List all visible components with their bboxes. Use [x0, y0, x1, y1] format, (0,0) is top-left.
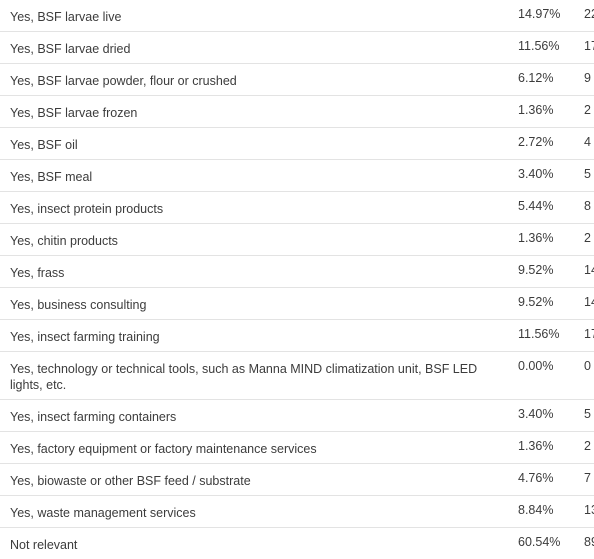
table-row: Yes, insect protein products 5.44% 8 — [0, 192, 594, 224]
answer-label: Yes, BSF larvae live — [0, 0, 510, 32]
answer-label: Yes, BSF larvae dried — [0, 32, 510, 64]
answer-count: 8 — [584, 192, 594, 224]
answer-count: 2 — [584, 432, 594, 464]
answer-count: 22 — [584, 0, 594, 32]
table-row: Yes, BSF meal 3.40% 5 — [0, 160, 594, 192]
answer-percent: 1.36% — [510, 432, 584, 464]
table-row: Yes, insect farming containers 3.40% 5 — [0, 400, 594, 432]
table-row: Yes, BSF oil 2.72% 4 — [0, 128, 594, 160]
table-row: Yes, factory equipment or factory mainte… — [0, 432, 594, 464]
answer-percent: 3.40% — [510, 400, 584, 432]
table-row: Not relevant 60.54% 89 — [0, 528, 594, 559]
answer-count: 9 — [584, 64, 594, 96]
table-row: Yes, BSF larvae frozen 1.36% 2 — [0, 96, 594, 128]
answer-percent: 1.36% — [510, 224, 584, 256]
answer-count: 5 — [584, 160, 594, 192]
answer-count: 13 — [584, 496, 594, 528]
answer-label: Yes, chitin products — [0, 224, 510, 256]
answer-count: 17 — [584, 320, 594, 352]
answer-count: 14 — [584, 288, 594, 320]
table-row: Yes, waste management services 8.84% 13 — [0, 496, 594, 528]
answer-label: Yes, BSF oil — [0, 128, 510, 160]
answer-percent: 11.56% — [510, 32, 584, 64]
answer-label: Yes, factory equipment or factory mainte… — [0, 432, 510, 464]
answer-percent: 0.00% — [510, 352, 584, 400]
table-row: Yes, technology or technical tools, such… — [0, 352, 594, 400]
answer-percent: 14.97% — [510, 0, 584, 32]
answer-percent: 2.72% — [510, 128, 584, 160]
answer-label: Yes, BSF meal — [0, 160, 510, 192]
answer-count: 2 — [584, 96, 594, 128]
answer-percent: 60.54% — [510, 528, 584, 559]
answer-count: 2 — [584, 224, 594, 256]
answer-percent: 1.36% — [510, 96, 584, 128]
table-row: Yes, frass 9.52% 14 — [0, 256, 594, 288]
table-row: Yes, biowaste or other BSF feed / substr… — [0, 464, 594, 496]
answer-count: 14 — [584, 256, 594, 288]
answer-label: Yes, frass — [0, 256, 510, 288]
answer-label: Yes, BSF larvae powder, flour or crushed — [0, 64, 510, 96]
answer-percent: 9.52% — [510, 256, 584, 288]
table-row: Yes, business consulting 9.52% 14 — [0, 288, 594, 320]
answer-percent: 11.56% — [510, 320, 584, 352]
table-row: Yes, insect farming training 11.56% 17 — [0, 320, 594, 352]
answer-label: Yes, insect farming training — [0, 320, 510, 352]
answer-percent: 5.44% — [510, 192, 584, 224]
answer-count: 5 — [584, 400, 594, 432]
answer-count: 4 — [584, 128, 594, 160]
answer-count: 17 — [584, 32, 594, 64]
answer-count: 7 — [584, 464, 594, 496]
table-row: Yes, BSF larvae dried 11.56% 17 — [0, 32, 594, 64]
answer-label: Yes, biowaste or other BSF feed / substr… — [0, 464, 510, 496]
answer-percent: 8.84% — [510, 496, 584, 528]
table-row: Yes, chitin products 1.36% 2 — [0, 224, 594, 256]
answer-percent: 3.40% — [510, 160, 584, 192]
answer-label: Yes, BSF larvae frozen — [0, 96, 510, 128]
answer-percent: 4.76% — [510, 464, 584, 496]
answer-count: 89 — [584, 528, 594, 559]
answer-count: 0 — [584, 352, 594, 400]
answer-label: Yes, business consulting — [0, 288, 510, 320]
answer-percent: 9.52% — [510, 288, 584, 320]
answer-label: Yes, waste management services — [0, 496, 510, 528]
table-row: Yes, BSF larvae live 14.97% 22 — [0, 0, 594, 32]
answer-percent: 6.12% — [510, 64, 584, 96]
answer-label: Not relevant — [0, 528, 510, 559]
answer-label: Yes, insect protein products — [0, 192, 510, 224]
answer-label: Yes, technology or technical tools, such… — [0, 352, 510, 400]
answer-label: Yes, insect farming containers — [0, 400, 510, 432]
table-row: Yes, BSF larvae powder, flour or crushed… — [0, 64, 594, 96]
